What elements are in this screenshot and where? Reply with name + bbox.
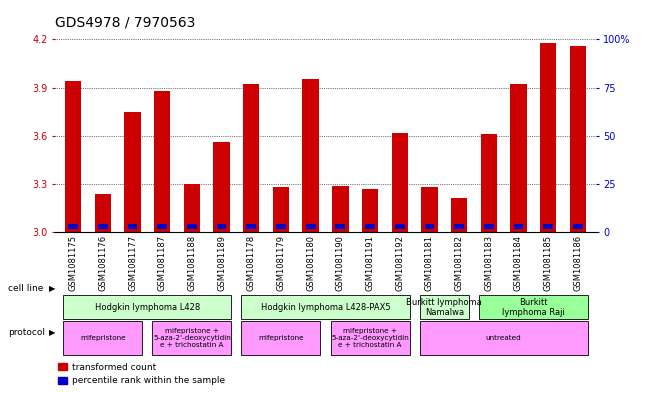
Bar xyxy=(510,84,527,232)
Bar xyxy=(362,189,378,232)
Text: protocol: protocol xyxy=(8,328,46,336)
Text: GSM1081182: GSM1081182 xyxy=(454,235,464,291)
Legend: transformed count, percentile rank within the sample: transformed count, percentile rank withi… xyxy=(55,359,229,389)
Text: ▶: ▶ xyxy=(49,328,55,336)
Bar xyxy=(154,91,171,232)
Bar xyxy=(128,224,137,229)
Bar xyxy=(94,194,111,232)
Text: Burkitt lymphoma
Namalwa: Burkitt lymphoma Namalwa xyxy=(406,298,482,317)
Text: Hodgkin lymphoma L428-PAX5: Hodgkin lymphoma L428-PAX5 xyxy=(260,303,391,312)
Text: mifepristone: mifepristone xyxy=(258,335,304,341)
FancyBboxPatch shape xyxy=(63,295,231,320)
Bar xyxy=(246,224,256,229)
FancyBboxPatch shape xyxy=(63,321,143,356)
Bar xyxy=(421,187,437,232)
Text: untreated: untreated xyxy=(486,335,521,341)
Text: GSM1081177: GSM1081177 xyxy=(128,235,137,292)
Text: GSM1081186: GSM1081186 xyxy=(574,235,583,292)
Bar xyxy=(335,224,345,229)
Bar xyxy=(514,224,523,229)
Bar xyxy=(303,79,319,232)
Text: GDS4978 / 7970563: GDS4978 / 7970563 xyxy=(55,15,196,29)
Bar xyxy=(570,46,586,232)
Text: GSM1081188: GSM1081188 xyxy=(187,235,197,292)
Bar xyxy=(306,224,316,229)
Bar xyxy=(124,112,141,232)
FancyBboxPatch shape xyxy=(242,295,409,320)
Text: GSM1081185: GSM1081185 xyxy=(544,235,553,291)
Text: mifepristone +
5-aza-2'-deoxycytidin
e + trichostatin A: mifepristone + 5-aza-2'-deoxycytidin e +… xyxy=(331,328,409,348)
Text: ▶: ▶ xyxy=(49,285,55,293)
Text: cell line: cell line xyxy=(8,285,44,293)
Bar xyxy=(573,224,583,229)
FancyBboxPatch shape xyxy=(242,321,320,356)
Text: GSM1081183: GSM1081183 xyxy=(484,235,493,292)
Text: GSM1081178: GSM1081178 xyxy=(247,235,256,292)
Bar xyxy=(480,134,497,232)
Bar xyxy=(276,224,286,229)
Text: GSM1081179: GSM1081179 xyxy=(277,235,286,291)
FancyBboxPatch shape xyxy=(420,295,469,320)
Text: mifepristone: mifepristone xyxy=(80,335,126,341)
Bar xyxy=(243,84,260,232)
Bar xyxy=(454,224,464,229)
Bar xyxy=(395,224,405,229)
Bar xyxy=(98,224,107,229)
Bar xyxy=(544,224,553,229)
Text: GSM1081191: GSM1081191 xyxy=(365,235,374,291)
Bar xyxy=(273,187,289,232)
Text: GSM1081184: GSM1081184 xyxy=(514,235,523,291)
FancyBboxPatch shape xyxy=(479,295,588,320)
Text: GSM1081187: GSM1081187 xyxy=(158,235,167,292)
Text: GSM1081180: GSM1081180 xyxy=(306,235,315,291)
Bar xyxy=(424,224,434,229)
Text: GSM1081176: GSM1081176 xyxy=(98,235,107,292)
Bar xyxy=(214,142,230,232)
Text: GSM1081181: GSM1081181 xyxy=(425,235,434,291)
Text: Hodgkin lymphoma L428: Hodgkin lymphoma L428 xyxy=(95,303,200,312)
Bar xyxy=(158,224,167,229)
Text: GSM1081192: GSM1081192 xyxy=(395,235,404,291)
Bar xyxy=(484,224,493,229)
Bar xyxy=(365,224,375,229)
Text: mifepristone +
5-aza-2'-deoxycytidin
e + trichostatin A: mifepristone + 5-aza-2'-deoxycytidin e +… xyxy=(153,328,230,348)
Bar xyxy=(332,185,348,232)
FancyBboxPatch shape xyxy=(420,321,588,356)
Bar xyxy=(187,224,197,229)
Bar xyxy=(68,224,78,229)
Text: Burkitt
lymphoma Raji: Burkitt lymphoma Raji xyxy=(502,298,565,317)
Bar xyxy=(65,81,81,232)
Text: GSM1081175: GSM1081175 xyxy=(68,235,77,291)
Bar xyxy=(217,224,227,229)
Bar xyxy=(184,184,200,232)
Text: GSM1081189: GSM1081189 xyxy=(217,235,226,291)
Bar xyxy=(391,132,408,232)
Bar xyxy=(540,42,557,232)
FancyBboxPatch shape xyxy=(152,321,231,356)
Text: GSM1081190: GSM1081190 xyxy=(336,235,345,291)
Bar xyxy=(451,198,467,232)
FancyBboxPatch shape xyxy=(331,321,409,356)
